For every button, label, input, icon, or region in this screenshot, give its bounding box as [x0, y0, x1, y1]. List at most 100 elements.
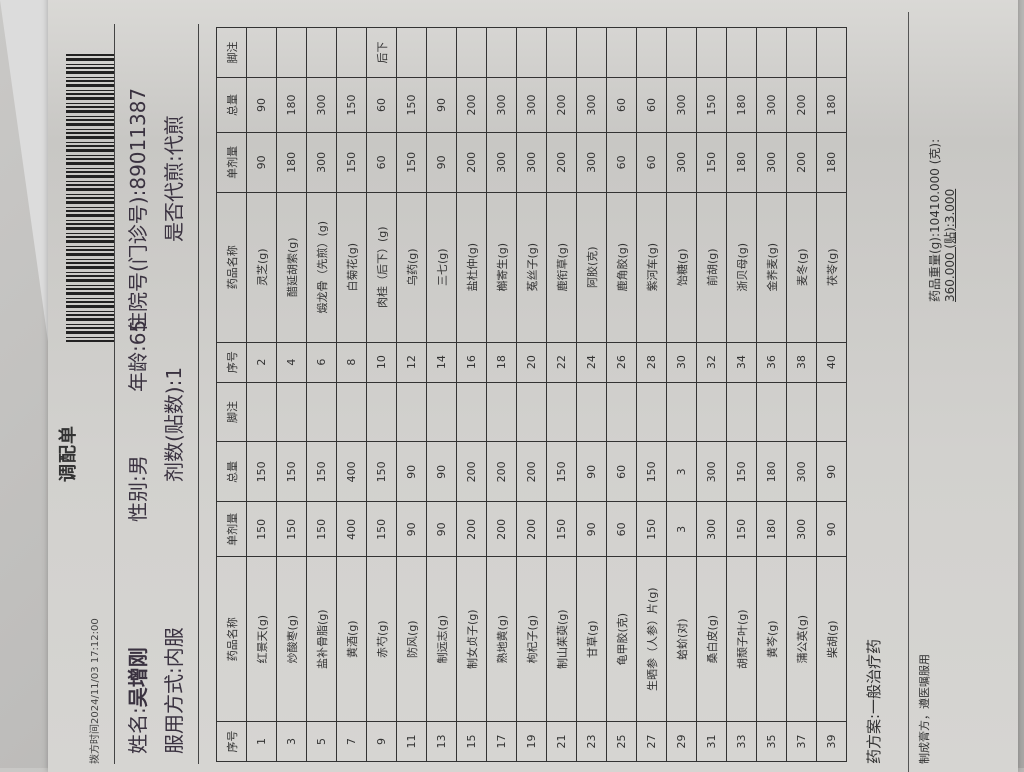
table-row: 29 蛤蚧(对) 3 3 30 饴糖(g) 300 300: [666, 27, 697, 762]
medicine-name-cell: 熟地黄(g): [486, 556, 517, 722]
gender: 性别:男: [126, 455, 150, 522]
single-dose-cell: 200: [516, 501, 547, 557]
footnote-cell: [396, 27, 427, 78]
seq-cell: 26: [606, 342, 637, 383]
medicine-name-cell: 紫河车(g): [636, 192, 667, 343]
single-dose-cell: 150: [336, 132, 367, 193]
medicine-name-cell: 盐补骨脂(g): [306, 556, 337, 722]
single-dose-cell: 200: [456, 132, 487, 193]
table-row: 25 龟甲胶(克) 60 60 26 鹿角胶(g) 60 60: [606, 27, 637, 762]
footnote-cell: [396, 382, 427, 442]
footnote-cell: [726, 382, 757, 442]
single-dose-cell: 300: [516, 132, 547, 193]
single-dose-cell: 200: [486, 501, 517, 557]
total-amount-cell: 60: [606, 441, 637, 502]
medicine-name-cell: 浙贝母(g): [726, 192, 757, 343]
seq-cell: 8: [336, 342, 367, 383]
single-dose-cell: 150: [726, 501, 757, 557]
medicine-name-cell: 饴糖(g): [666, 192, 697, 343]
single-dose-cell: 90: [396, 501, 427, 557]
patient-name: 姓名:吴增刚: [122, 647, 151, 754]
total-amount-cell: 150: [366, 441, 397, 502]
name-value: 吴增刚: [126, 647, 150, 708]
single-dose-cell: 60: [366, 132, 397, 193]
single-dose-cell: 150: [396, 132, 427, 193]
medicine-name-cell: 白菊花(g): [336, 192, 367, 343]
inpatient-number: 住院号(门诊号):89011387: [126, 87, 150, 332]
single-dose-cell: 90: [246, 132, 277, 193]
seq-cell: 24: [576, 342, 607, 383]
total-amount-cell: 150: [306, 441, 337, 502]
total-amount-cell: 200: [516, 441, 547, 502]
table-row: 3 炒酸枣(g) 150 150 4 醋延胡索(g) 180 180: [276, 27, 307, 762]
footnote-cell: [606, 382, 637, 442]
total-amount-cell: 90: [816, 441, 847, 502]
seq-cell: 22: [546, 342, 577, 383]
seq-cell: 6: [306, 342, 337, 383]
column-header: 药品名称: [216, 556, 247, 722]
single-dose-cell: 200: [456, 501, 487, 557]
footnote-cell: [636, 382, 667, 442]
footnote-cell: [606, 27, 637, 78]
column-header: 总量: [216, 441, 247, 502]
table-row: 19 枸杞子(g) 200 200 20 菟丝子(g) 300 300: [516, 27, 547, 762]
seq-cell: 1: [246, 721, 277, 762]
footnote-cell: [426, 27, 457, 78]
footnote-cell: [756, 382, 787, 442]
medicine-name-cell: 黄芩(g): [756, 556, 787, 722]
total-amount-cell: 90: [426, 77, 457, 133]
usage-note: 制成膏方，遵医嘱服用: [918, 654, 931, 764]
seq-cell: 15: [456, 721, 487, 762]
single-dose-cell: 300: [786, 501, 817, 557]
total-amount-cell: 200: [486, 441, 517, 502]
total-amount-cell: 300: [756, 77, 787, 133]
footnote-cell: [306, 27, 337, 78]
single-dose-cell: 180: [816, 132, 847, 193]
single-dose-cell: 300: [756, 132, 787, 193]
footnote-cell: [426, 382, 457, 442]
seq-cell: 34: [726, 342, 757, 383]
table-row: 11 防风(g) 90 90 12 乌药(g) 150 150: [396, 27, 427, 762]
table-row: 15 制女贞子(g) 200 200 16 盐杜仲(g) 200 200: [456, 27, 487, 762]
total-amount-cell: 300: [516, 77, 547, 133]
medicine-table: 序号 药品名称 单剂量 总量 脚注 序号 药品名称 单剂量 总量 脚注 1 红景天(g) 150 150…: [216, 27, 847, 762]
footnote-cell: [696, 27, 727, 78]
dose-count: 剂数(贴数):1: [162, 366, 186, 482]
single-dose-cell: 150: [246, 501, 277, 557]
seq-cell: 16: [456, 342, 487, 383]
total-amount-cell: 60: [636, 77, 667, 133]
medicine-name-cell: 菟丝子(g): [516, 192, 547, 343]
table-row: 23 甘草(g) 90 90 24 阿胶(克) 300 300: [576, 27, 607, 762]
seq-cell: 3: [276, 721, 307, 762]
divider: [198, 24, 199, 764]
footnote-cell: [246, 27, 277, 78]
seq-cell: 31: [696, 721, 727, 762]
single-dose-cell: 90: [576, 501, 607, 557]
total-amount-cell: 150: [336, 77, 367, 133]
seq-cell: 7: [336, 721, 367, 762]
weight-line-1: 药品重量(g):10410.000 (克):: [928, 138, 942, 302]
single-dose-cell: 300: [696, 501, 727, 557]
footnote-cell: [546, 382, 577, 442]
divider: [114, 24, 115, 764]
footnote-cell: [306, 382, 337, 442]
table-row: 1 红景天(g) 150 150 2 灵芝(g) 90 90: [246, 27, 277, 762]
seq-cell: 28: [636, 342, 667, 383]
divider: [908, 12, 909, 772]
footnote-cell: [756, 27, 787, 78]
single-dose-cell: 150: [546, 501, 577, 557]
prescribe-time: 拨方时间2024/11/03 17:12:00: [90, 618, 101, 764]
footnote-cell: [786, 382, 817, 442]
medicine-name-cell: 鹿角胶(g): [606, 192, 637, 343]
total-amount-cell: 150: [696, 77, 727, 133]
seq-cell: 9: [366, 721, 397, 762]
table-row: 9 赤芍(g) 150 150 10 肉桂（后下）(g) 60 60 后下: [366, 27, 397, 762]
medicine-name-cell: 制女贞子(g): [456, 556, 487, 722]
seq-cell: 13: [426, 721, 457, 762]
total-amount-cell: 180: [726, 77, 757, 133]
footnote-cell: [516, 27, 547, 78]
medicine-name-cell: 防风(g): [396, 556, 427, 722]
footnote-cell: [816, 27, 847, 78]
total-amount-cell: 90: [576, 441, 607, 502]
barcode: [66, 52, 114, 342]
